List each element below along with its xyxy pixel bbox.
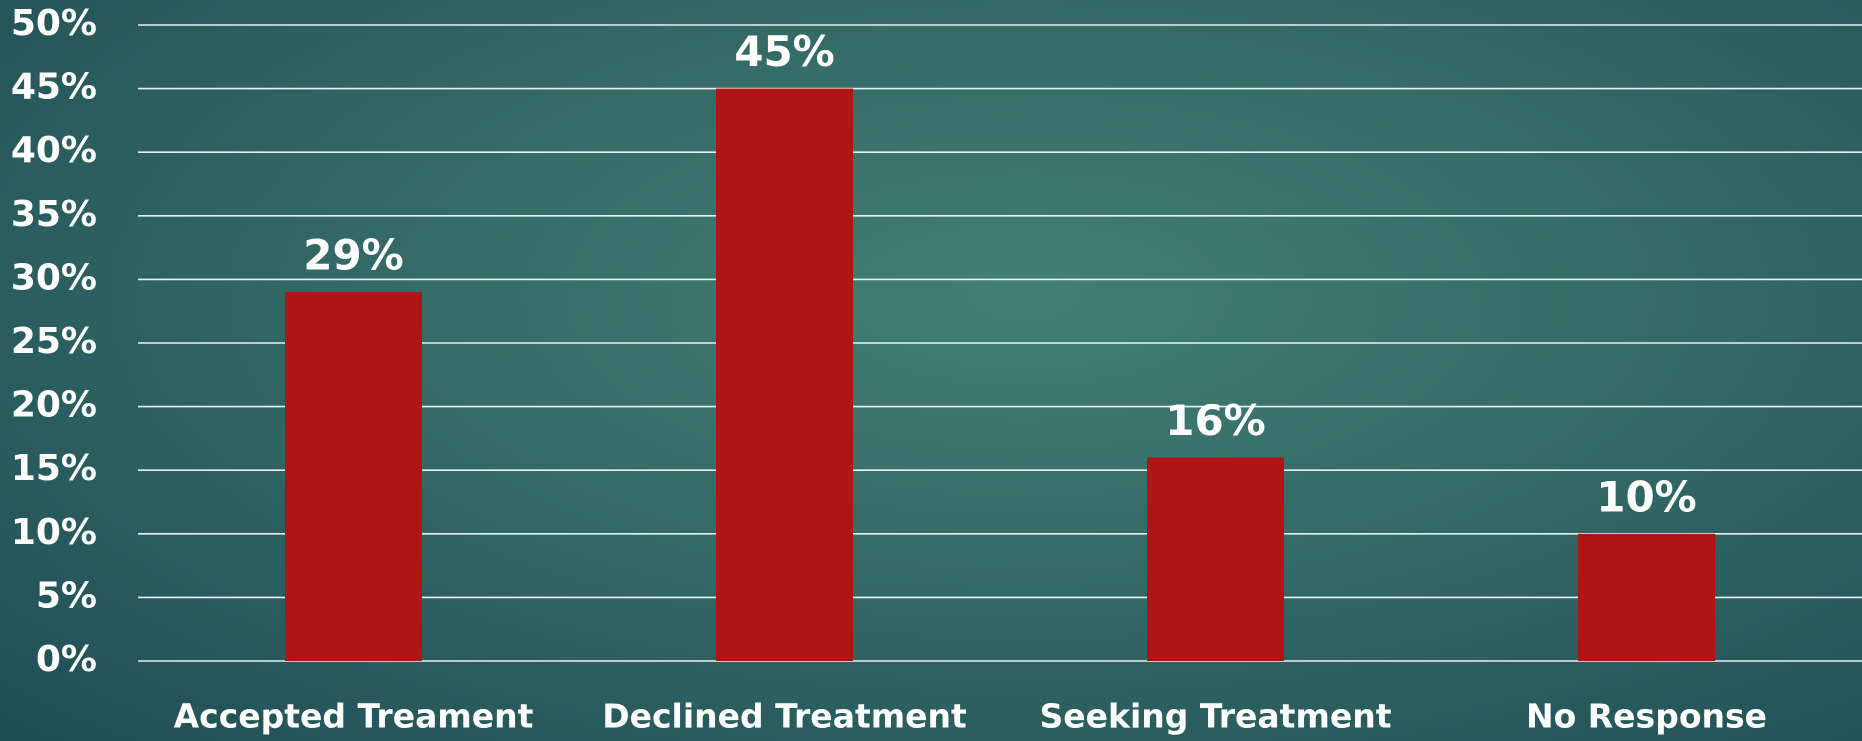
x-tick-label: No Response bbox=[1526, 697, 1767, 736]
data-label: 45% bbox=[734, 27, 835, 76]
x-tick-label: Accepted Treament bbox=[174, 697, 534, 736]
y-tick-label: 30% bbox=[11, 257, 97, 298]
y-tick-label: 35% bbox=[11, 194, 97, 235]
x-tick-label: Declined Treatment bbox=[602, 697, 967, 736]
bar bbox=[716, 88, 853, 662]
bar bbox=[1578, 533, 1715, 661]
y-tick-label: 40% bbox=[11, 130, 97, 171]
x-tick-label: Seeking Treatment bbox=[1039, 697, 1391, 736]
y-tick-label: 20% bbox=[11, 385, 97, 426]
y-tick-label: 50% bbox=[11, 3, 97, 44]
y-tick-label: 15% bbox=[11, 448, 97, 489]
y-tick-label: 0% bbox=[36, 639, 97, 680]
data-label: 29% bbox=[303, 231, 404, 280]
y-tick-label: 45% bbox=[11, 67, 97, 108]
y-tick-label: 10% bbox=[11, 512, 97, 553]
data-label: 16% bbox=[1165, 396, 1266, 445]
data-label: 10% bbox=[1596, 472, 1697, 521]
bar bbox=[285, 292, 422, 661]
y-tick-label: 5% bbox=[36, 575, 97, 616]
bar bbox=[1147, 457, 1284, 661]
y-tick-label: 25% bbox=[11, 321, 97, 362]
